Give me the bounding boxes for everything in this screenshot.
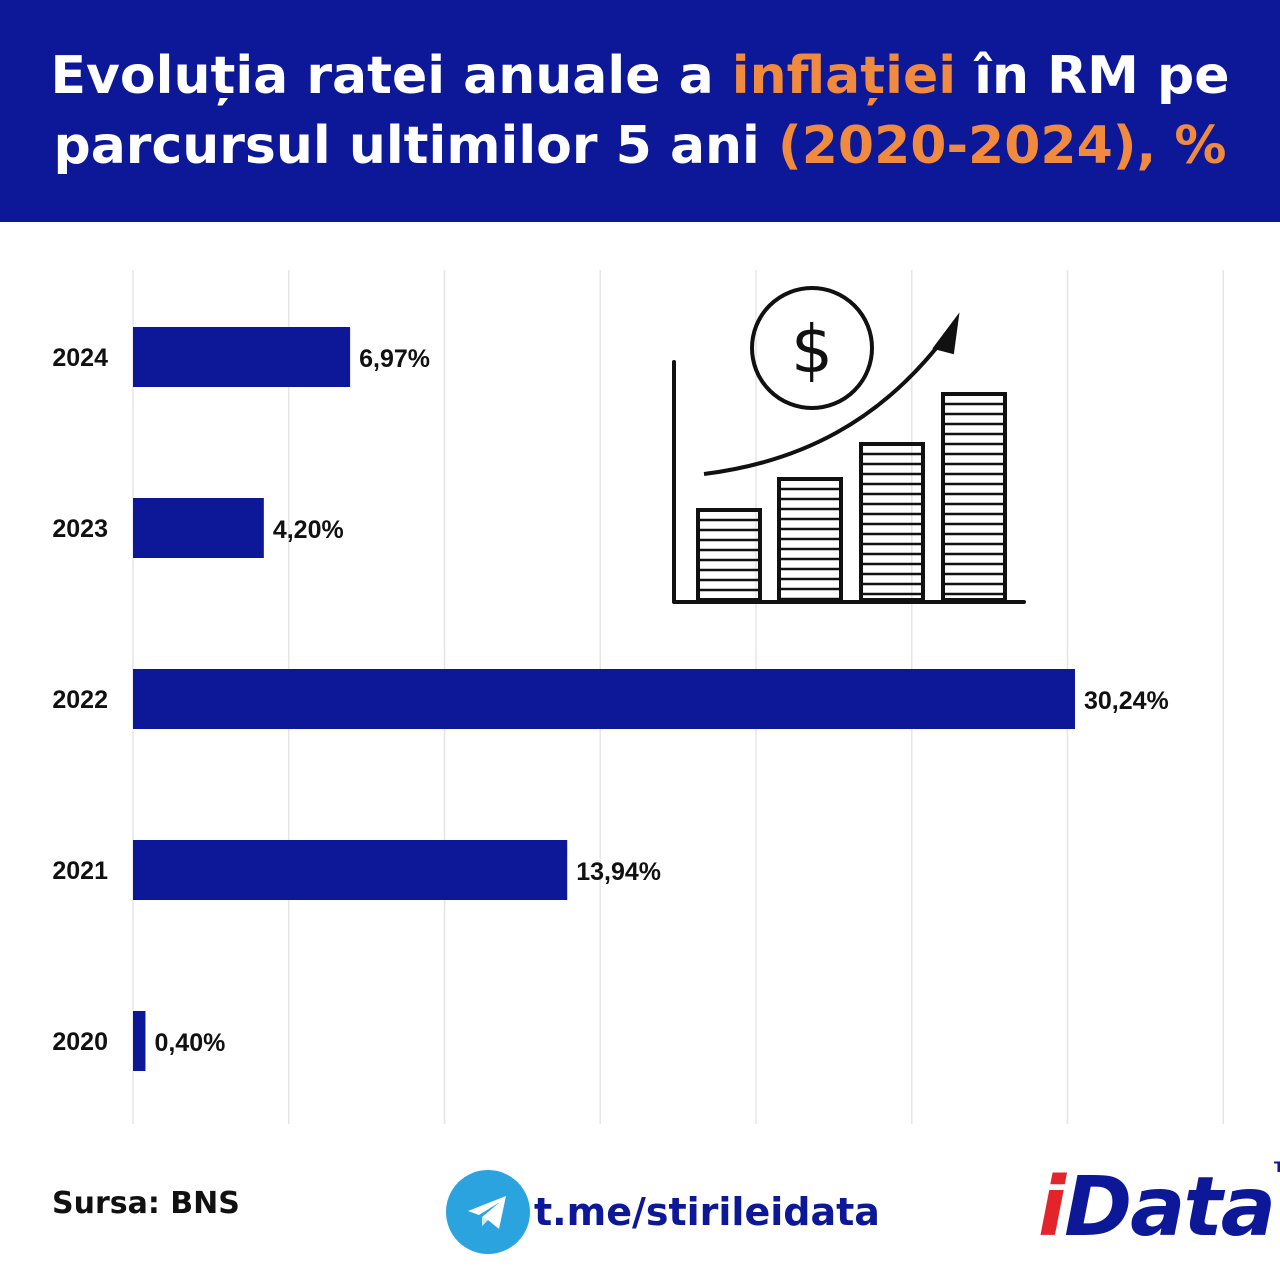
bar-2020 [133,1011,146,1071]
bars [133,327,1075,1071]
category-label-2023: 2023 [52,515,108,543]
icon-growth-arrow [703,335,947,476]
icon-bar [859,442,925,602]
icon-coin-circle [750,286,874,410]
logo-i: i [1038,1160,1066,1255]
bar-2023 [133,498,264,558]
bar-2024 [133,327,351,387]
idata-logo: iDataTM [1038,1160,1280,1255]
value-label-2023: 4,20% [273,516,344,544]
logo-data: Data [1064,1160,1276,1255]
telegram-link[interactable]: t.me/stirileidata [446,1170,880,1254]
title-text-1: Evoluția ratei anuale a [50,46,732,106]
icon-axis [672,360,1026,604]
growth-chart-dollar-icon: $ [672,286,1026,604]
source-note: Sursa: BNS [52,1186,240,1221]
icon-bars [696,392,1007,602]
category-label-2020: 2020 [52,1028,108,1056]
category-label-2021: 2021 [52,857,108,885]
title-accent-1: inflației [731,46,957,106]
page-title: Evoluția ratei anuale a inflației în RM … [40,41,1240,181]
bar-2021 [133,840,568,900]
category-label-2024: 2024 [52,344,108,372]
telegram-icon [446,1170,530,1254]
dollar-symbol: $ [791,311,833,388]
logo-tm: TM [1274,1160,1280,1176]
category-label-2022: 2022 [52,686,108,714]
inflation-bar-chart: 2024 2023 2022 2021 2020 6,97% 4,20% 30,24% 13,… [52,270,1224,1124]
icon-bar [941,392,1007,602]
telegram-link-text[interactable]: t.me/stirileidata [534,1190,880,1234]
bar-2022 [133,669,1075,729]
value-label-2024: 6,97% [359,345,430,373]
category-labels: 2024 2023 2022 2021 2020 [52,344,108,1056]
header-banner: Evoluția ratei anuale a inflației în RM … [0,0,1280,222]
title-accent-2: (2020-2024), % [777,116,1227,176]
value-label-2021: 13,94% [576,858,661,886]
value-label-2020: 0,40% [154,1029,225,1057]
icon-bar [696,508,762,602]
title-text-2: în RM pe parcursul ultimilor 5 ani [53,46,1230,176]
value-label-2022: 30,24% [1084,687,1169,715]
value-labels: 6,97% 4,20% 30,24% 13,94% 0,40% [154,345,1168,1057]
icon-arrow-head [932,312,960,355]
